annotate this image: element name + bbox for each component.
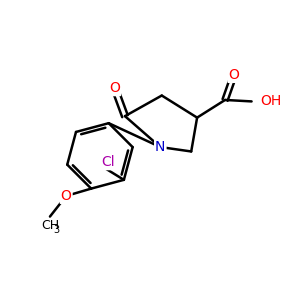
Text: Cl: Cl bbox=[101, 155, 115, 169]
Text: O: O bbox=[61, 189, 72, 203]
Text: CH: CH bbox=[41, 219, 59, 232]
Text: O: O bbox=[229, 68, 239, 82]
Text: 3: 3 bbox=[53, 224, 59, 235]
Text: O: O bbox=[109, 81, 120, 95]
Text: N: N bbox=[155, 140, 166, 154]
Text: OH: OH bbox=[260, 94, 282, 108]
